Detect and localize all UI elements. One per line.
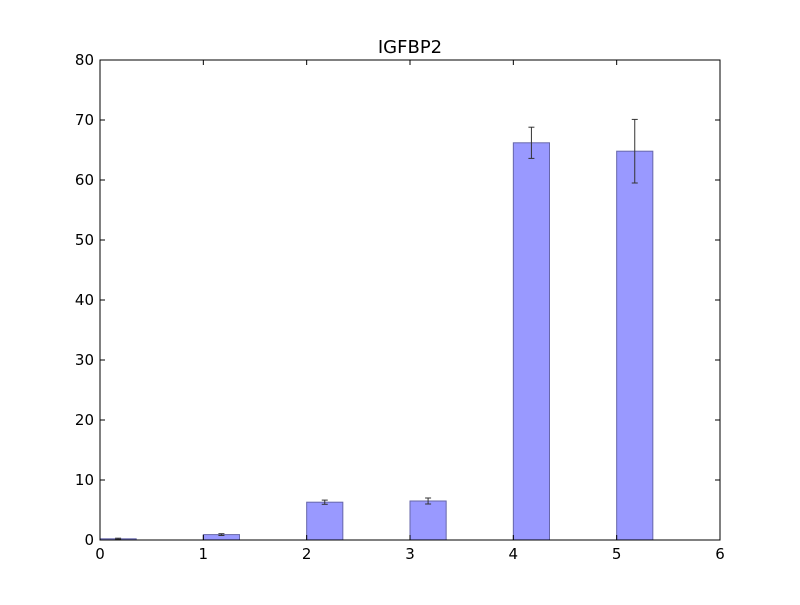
error-bar-3 — [425, 497, 432, 505]
bar-5 — [616, 150, 654, 541]
y-tick-label-0: 0 — [84, 531, 94, 549]
y-tick-label-7: 70 — [75, 111, 94, 129]
y-tick-label-2: 20 — [75, 411, 94, 429]
error-bar-0 — [115, 537, 122, 540]
x-tick-label-4: 4 — [509, 545, 519, 563]
y-tick-label-5: 50 — [75, 231, 94, 249]
bar-3 — [409, 500, 447, 541]
x-tick-label-6: 6 — [715, 545, 725, 563]
x-tick-label-2: 2 — [302, 545, 312, 563]
x-tick-label-0: 0 — [95, 545, 105, 563]
y-tick-label-1: 10 — [75, 471, 94, 489]
x-tick-label-3: 3 — [405, 545, 415, 563]
error-bar-4 — [528, 126, 535, 159]
bar-4 — [512, 142, 550, 541]
chart-title: IGFBP2 — [378, 37, 442, 58]
x-tick-label-5: 5 — [612, 545, 622, 563]
bar-2 — [306, 501, 344, 541]
error-bar-5 — [631, 118, 638, 184]
y-tick-label-6: 60 — [75, 171, 94, 189]
y-tick-label-4: 40 — [75, 291, 94, 309]
y-tick-label-8: 80 — [75, 51, 94, 69]
error-bar-1 — [218, 533, 225, 536]
x-tick-label-1: 1 — [199, 545, 209, 563]
error-bar-2 — [321, 499, 328, 505]
y-tick-label-3: 30 — [75, 351, 94, 369]
